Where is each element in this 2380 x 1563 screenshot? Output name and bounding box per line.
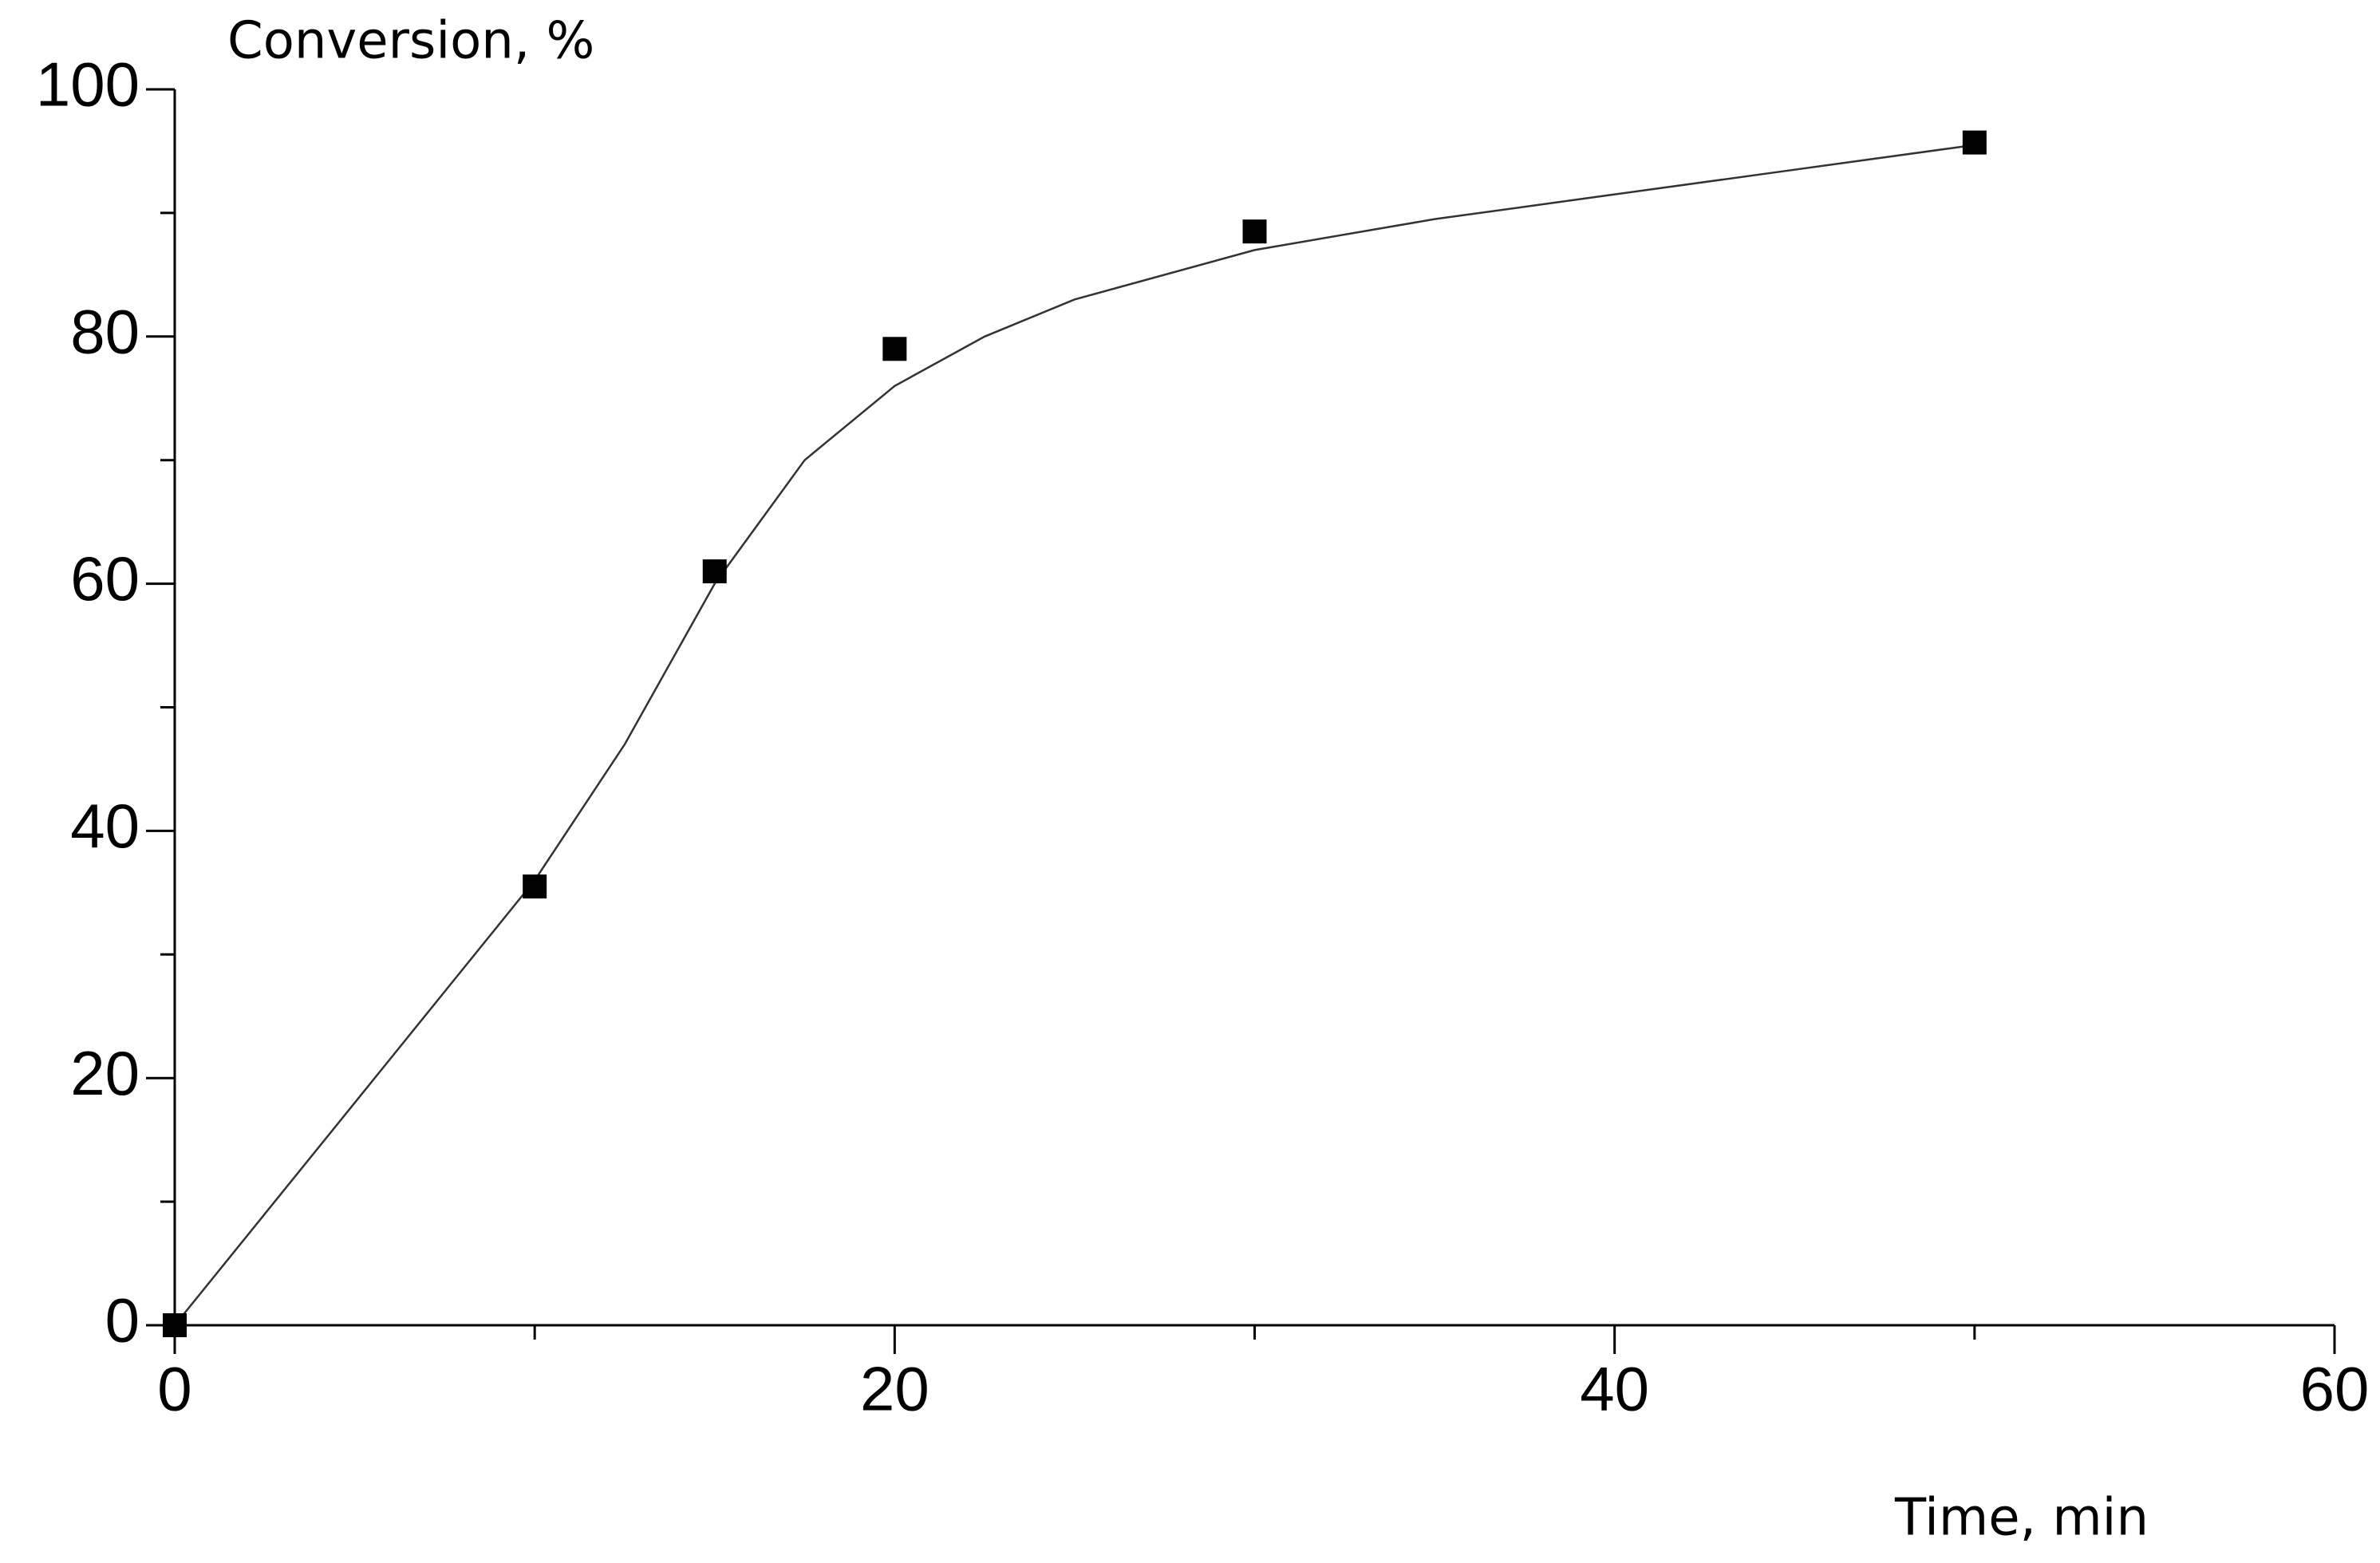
data-point [523,874,547,899]
y-tick-label: 100 [36,49,140,120]
data-point [1242,219,1267,244]
y-tick-label: 80 [70,296,140,366]
x-tick-label: 40 [1580,1354,1649,1424]
x-tick-label: 60 [2300,1354,2370,1424]
y-axis-label: Conversion, % [227,12,594,71]
data-point [163,1313,187,1337]
fit-line [174,144,1975,1326]
data-point [882,337,907,361]
y-tick-label: 0 [105,1285,140,1356]
data-point [1962,130,1987,155]
x-axis-label: Time, min [1894,1489,2149,1548]
x-tick-label: 0 [157,1354,191,1424]
y-tick-label: 20 [70,1038,140,1108]
y-tick-label: 60 [70,543,140,614]
y-tick-label: 40 [70,791,140,861]
x-tick-label: 20 [860,1354,930,1424]
data-point [702,559,727,584]
